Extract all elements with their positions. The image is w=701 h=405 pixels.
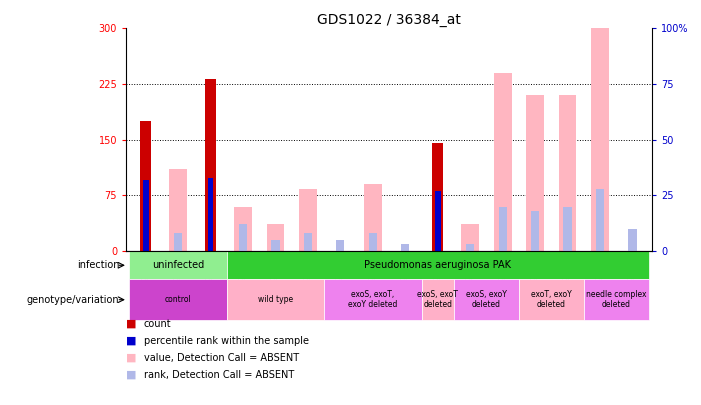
Bar <box>169 168 187 251</box>
Bar <box>130 251 227 279</box>
Bar <box>401 244 409 251</box>
Bar <box>591 0 609 251</box>
Bar <box>531 211 539 251</box>
Bar <box>130 279 227 320</box>
Bar <box>234 207 252 251</box>
Text: uninfected: uninfected <box>152 260 204 270</box>
Bar <box>336 240 344 251</box>
Bar <box>239 224 247 251</box>
Text: needle complex
deleted: needle complex deleted <box>586 290 646 309</box>
Text: Pseudomonas aeruginosa PAK: Pseudomonas aeruginosa PAK <box>365 260 511 270</box>
Text: rank, Detection Call = ABSENT: rank, Detection Call = ABSENT <box>144 370 294 380</box>
Text: exoS, exoT,
exoY deleted: exoS, exoT, exoY deleted <box>348 290 397 309</box>
Bar <box>584 279 648 320</box>
Bar <box>174 233 182 251</box>
Text: exoS, exoY
deleted: exoS, exoY deleted <box>466 290 507 309</box>
Text: ■: ■ <box>126 370 137 380</box>
Text: control: control <box>165 295 191 304</box>
Text: ■: ■ <box>126 319 137 329</box>
Text: count: count <box>144 319 171 329</box>
Bar <box>596 189 604 251</box>
Bar <box>266 224 285 251</box>
Bar <box>498 207 507 251</box>
Text: ■: ■ <box>126 336 137 346</box>
Text: exoS, exoT
deleted: exoS, exoT deleted <box>417 290 458 309</box>
Bar <box>299 189 317 251</box>
Bar <box>207 177 214 251</box>
Bar <box>432 143 444 251</box>
Bar <box>628 229 637 251</box>
Bar <box>435 191 441 251</box>
Bar <box>227 251 648 279</box>
Text: percentile rank within the sample: percentile rank within the sample <box>144 336 308 346</box>
Bar <box>143 180 149 251</box>
Bar <box>421 279 454 320</box>
Bar <box>271 240 280 251</box>
Bar <box>461 224 479 251</box>
Bar <box>205 79 216 251</box>
Bar <box>454 279 519 320</box>
Text: value, Detection Call = ABSENT: value, Detection Call = ABSENT <box>144 353 299 363</box>
Text: ■: ■ <box>126 353 137 363</box>
Bar <box>304 233 312 251</box>
Bar <box>324 279 421 320</box>
Bar <box>519 279 584 320</box>
Title: GDS1022 / 36384_at: GDS1022 / 36384_at <box>317 13 461 27</box>
Bar <box>369 233 377 251</box>
Text: wild type: wild type <box>258 295 293 304</box>
Text: infection: infection <box>76 260 119 270</box>
Bar <box>526 95 544 251</box>
Bar <box>140 121 151 251</box>
Bar <box>227 279 324 320</box>
Bar <box>466 244 475 251</box>
Bar <box>364 184 382 251</box>
Text: genotype/variation: genotype/variation <box>27 295 119 305</box>
Bar <box>494 73 512 251</box>
Bar <box>559 95 576 251</box>
Bar <box>564 207 571 251</box>
Text: exoT, exoY
deleted: exoT, exoY deleted <box>531 290 572 309</box>
